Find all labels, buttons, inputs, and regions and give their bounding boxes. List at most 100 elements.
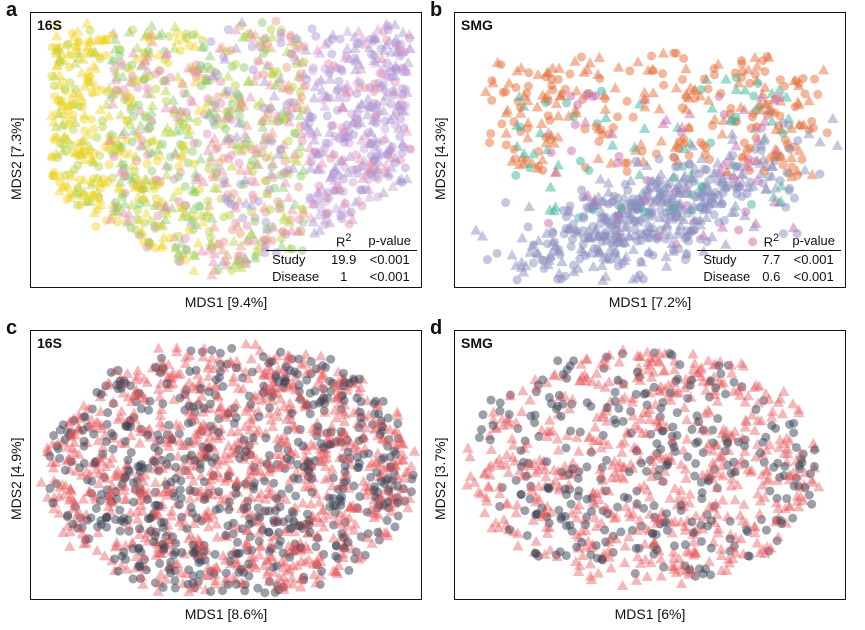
- data-point-circle: [295, 121, 305, 131]
- data-point-circle: [234, 255, 244, 265]
- data-point-triangle: [652, 450, 664, 461]
- plot-area[interactable]: SMG: [454, 330, 846, 600]
- data-point-triangle: [280, 82, 292, 93]
- data-point-triangle: [139, 469, 151, 480]
- data-point-circle: [276, 347, 286, 357]
- data-point-triangle: [687, 348, 699, 359]
- data-point-circle: [219, 175, 229, 185]
- data-point-triangle: [157, 364, 169, 375]
- data-point-circle: [773, 458, 783, 468]
- data-point-triangle: [312, 162, 324, 173]
- data-point-circle: [383, 149, 393, 159]
- data-point-triangle: [78, 185, 90, 197]
- data-point-circle: [216, 194, 226, 204]
- data-point-triangle: [580, 524, 592, 535]
- data-point-triangle: [253, 54, 266, 65]
- data-point-triangle: [716, 221, 729, 232]
- data-point-triangle: [139, 173, 151, 184]
- data-point-triangle: [221, 249, 233, 260]
- data-point-circle: [341, 93, 351, 103]
- data-point-circle: [316, 203, 326, 213]
- data-point-triangle: [263, 488, 275, 499]
- data-point-circle: [501, 87, 511, 97]
- data-point-circle: [325, 65, 335, 75]
- data-point-circle: [730, 180, 740, 190]
- data-point-circle: [287, 506, 297, 516]
- data-point-triangle: [548, 464, 560, 475]
- data-point-triangle: [573, 499, 585, 510]
- data-point-triangle: [93, 467, 105, 478]
- data-point-circle: [791, 442, 801, 452]
- data-point-circle: [176, 167, 186, 177]
- data-point-triangle: [174, 367, 187, 379]
- data-point-triangle: [385, 61, 397, 72]
- data-point-triangle: [87, 422, 99, 433]
- data-point-triangle: [654, 385, 666, 396]
- data-point-triangle: [595, 517, 608, 528]
- data-point-triangle: [83, 148, 95, 159]
- data-point-triangle: [133, 421, 145, 433]
- data-point-triangle: [771, 474, 783, 485]
- data-point-triangle: [516, 232, 528, 243]
- data-point-circle: [73, 160, 83, 170]
- data-point-triangle: [530, 535, 542, 546]
- plot-area[interactable]: 16S: [30, 330, 422, 600]
- plot-area[interactable]: 16S R2R2 p-value Study 19.9 <0.001 Disea…: [30, 12, 422, 288]
- data-point-triangle: [48, 475, 60, 486]
- data-point-circle: [112, 494, 122, 504]
- data-point-triangle: [195, 421, 207, 432]
- data-point-circle: [226, 134, 236, 144]
- data-point-circle: [381, 116, 391, 126]
- data-point-circle: [226, 199, 236, 209]
- data-point-circle: [352, 168, 362, 178]
- data-point-triangle: [317, 367, 329, 378]
- data-point-circle: [49, 135, 59, 145]
- data-point-circle: [800, 483, 810, 493]
- data-point-circle: [627, 525, 637, 535]
- data-point-triangle: [536, 117, 548, 128]
- data-point-circle: [261, 433, 271, 443]
- data-point-triangle: [119, 493, 131, 504]
- data-point-triangle: [75, 67, 88, 78]
- data-point-circle: [190, 187, 200, 197]
- data-point-circle: [636, 458, 646, 468]
- data-point-circle: [373, 138, 383, 148]
- data-point-triangle: [278, 148, 290, 160]
- data-point-triangle: [711, 509, 723, 520]
- data-point-triangle: [495, 459, 507, 470]
- data-point-circle: [224, 497, 234, 507]
- data-point-triangle: [308, 440, 320, 451]
- data-point-triangle: [275, 460, 287, 471]
- data-point-triangle: [530, 381, 543, 392]
- data-point-circle: [659, 517, 669, 527]
- data-point-circle: [337, 492, 347, 502]
- data-point-triangle: [715, 564, 728, 575]
- data-point-circle: [260, 35, 270, 45]
- data-point-triangle: [587, 487, 599, 498]
- data-point-circle: [133, 129, 143, 139]
- data-point-triangle: [173, 516, 185, 527]
- data-point-triangle: [641, 159, 653, 170]
- data-point-triangle: [277, 581, 290, 592]
- data-point-triangle: [303, 155, 315, 166]
- data-point-circle: [345, 453, 355, 463]
- data-point-triangle: [735, 381, 747, 392]
- data-point-triangle: [266, 31, 279, 42]
- data-point-triangle: [131, 42, 143, 53]
- data-point-circle: [230, 59, 240, 69]
- data-point-triangle: [384, 501, 397, 512]
- data-point-circle: [203, 62, 213, 72]
- data-point-circle: [623, 493, 633, 503]
- data-point-triangle: [89, 79, 102, 90]
- data-point-triangle: [165, 126, 177, 137]
- data-point-circle: [139, 237, 149, 247]
- data-point-triangle: [102, 500, 115, 511]
- data-point-circle: [337, 66, 347, 76]
- data-point-circle: [513, 424, 523, 434]
- plot-area[interactable]: SMG R2R2 p-value Study 7.7 <0.001 Diseas…: [454, 12, 846, 288]
- data-point-circle: [247, 545, 257, 555]
- data-point-triangle: [318, 521, 330, 532]
- data-point-circle: [383, 72, 393, 82]
- data-point-circle: [60, 465, 70, 475]
- data-point-circle: [561, 443, 571, 453]
